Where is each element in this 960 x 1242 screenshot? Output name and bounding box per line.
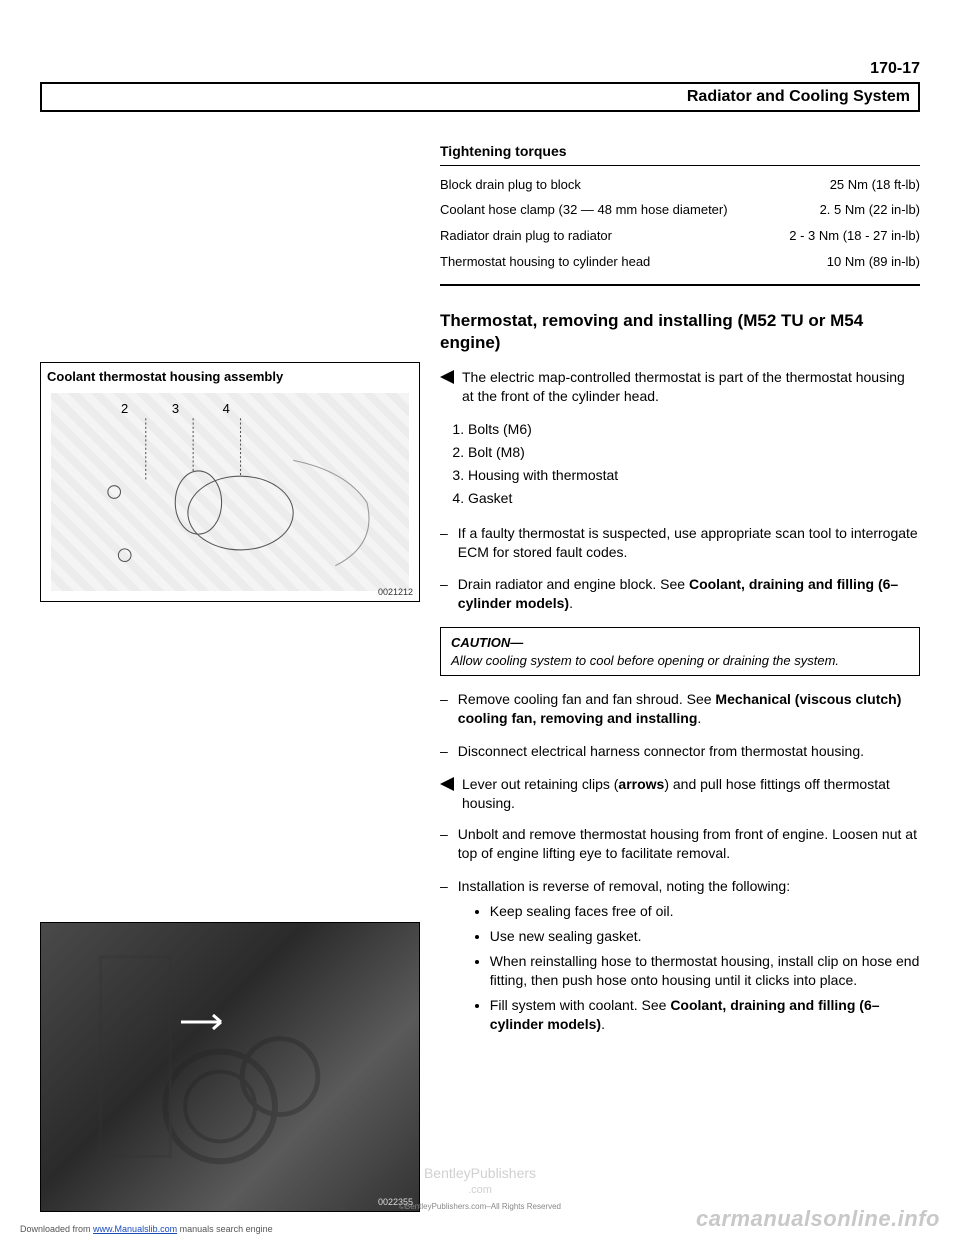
figure-assembly: Coolant thermostat housing assembly 2 3 …	[40, 362, 420, 602]
step-text: Remove cooling fan and fan shroud. See M…	[458, 690, 920, 728]
torque-table: Block drain plug to block 25 Nm (18 ft-l…	[440, 172, 920, 274]
step-text: Drain radiator and engine block. See Coo…	[458, 575, 920, 613]
assembly-svg	[51, 393, 409, 591]
dash-icon: –	[440, 742, 448, 761]
torque-label: Coolant hose clamp (32 — 48 mm hose diam…	[440, 197, 770, 223]
torque-heading: Tightening torques	[440, 142, 920, 166]
install-bullets: Keep sealing faces free of oil. Use new …	[490, 899, 920, 1036]
figure-diagram: 2 3 4	[51, 393, 409, 591]
torque-label: Block drain plug to block	[440, 172, 770, 198]
torque-value: 2. 5 Nm (22 in-lb)	[770, 197, 920, 223]
section-header: Radiator and Cooling System	[40, 82, 920, 112]
figure-photo: 0022355	[40, 922, 420, 1212]
table-row: Block drain plug to block 25 Nm (18 ft-l…	[440, 172, 920, 198]
dash-icon: –	[440, 575, 448, 613]
photo-svg	[60, 937, 400, 1196]
table-row: Coolant hose clamp (32 — 48 mm hose diam…	[440, 197, 920, 223]
figure-callouts: 2 3 4	[121, 401, 250, 416]
list-item: When reinstalling hose to thermostat hou…	[490, 949, 920, 993]
list-item: Gasket	[468, 487, 920, 510]
caution-label: CAUTION—	[451, 635, 523, 650]
section-heading: Thermostat, removing and installing (M52…	[440, 310, 920, 354]
footer-download: Downloaded from www.Manualslib.com manua…	[20, 1224, 273, 1234]
torque-value: 2 - 3 Nm (18 - 27 in-lb)	[770, 223, 920, 249]
site-watermark: carmanualsonline.info	[696, 1206, 940, 1232]
torque-label: Radiator drain plug to radiator	[440, 223, 770, 249]
list-item: Fill system with coolant. See Coolant, d…	[490, 993, 920, 1037]
list-item: Housing with thermostat	[468, 464, 920, 487]
dash-icon: –	[440, 877, 448, 1037]
table-row: Thermostat housing to cylinder head 10 N…	[440, 249, 920, 275]
dash-icon: –	[440, 690, 448, 728]
step-text: Lever out retaining clips (arrows) and p…	[462, 775, 920, 813]
list-item: Use new sealing gasket.	[490, 924, 920, 949]
parts-list: Bolts (M6) Bolt (M8) Housing with thermo…	[468, 418, 920, 510]
caution-text: Allow cooling system to cool before open…	[451, 653, 839, 668]
pointer-icon	[440, 777, 454, 791]
torque-label: Thermostat housing to cylinder head	[440, 249, 770, 275]
figure-label: Coolant thermostat housing assembly	[47, 369, 283, 384]
list-item: Keep sealing faces free of oil.	[490, 899, 920, 924]
dash-icon: –	[440, 524, 448, 562]
step-text: Disconnect electrical harness connector …	[458, 742, 864, 761]
caution-box: CAUTION— Allow cooling system to cool be…	[440, 627, 920, 676]
manualslib-link[interactable]: www.Manualslib.com	[93, 1224, 177, 1234]
torque-value: 25 Nm (18 ft-lb)	[770, 172, 920, 198]
intro-text: The electric map-controlled thermostat i…	[462, 368, 920, 406]
figure-ref-1: 0021212	[378, 587, 413, 597]
dash-icon: –	[440, 825, 448, 863]
publisher-watermark: BentleyPublishers .com ©BentleyPublisher…	[399, 1166, 561, 1212]
step-text: If a faulty thermostat is suspected, use…	[458, 524, 920, 562]
step-text: Unbolt and remove thermostat housing fro…	[458, 825, 920, 863]
page-number: 170-17	[40, 60, 920, 78]
list-item: Bolt (M8)	[468, 441, 920, 464]
pointer-icon	[440, 370, 454, 384]
list-item: Bolts (M6)	[468, 418, 920, 441]
table-row: Radiator drain plug to radiator 2 - 3 Nm…	[440, 223, 920, 249]
step-text: Installation is reverse of removal, noti…	[458, 877, 920, 1037]
torque-value: 10 Nm (89 in-lb)	[770, 249, 920, 275]
